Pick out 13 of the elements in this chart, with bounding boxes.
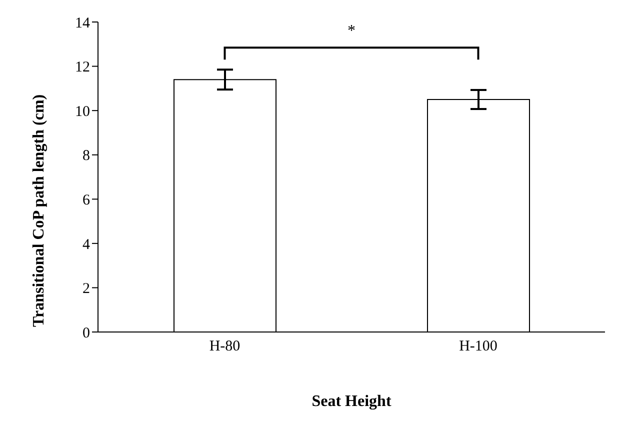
- y-tick-label: 14: [75, 15, 90, 32]
- y-tick-label: 2: [82, 281, 90, 298]
- annotation: *: [348, 22, 356, 40]
- y-tick-label: 6: [82, 192, 90, 208]
- x-tick-label: H-80: [209, 338, 240, 355]
- y-axis-title: Transitional CoP path length (cm): [30, 94, 48, 327]
- y-tick-label: 0: [82, 325, 90, 342]
- y-tick-label: 4: [82, 236, 90, 253]
- y-tick-label: 10: [75, 104, 90, 120]
- x-axis-title: Seat Height: [312, 393, 392, 410]
- y-tick-label: 8: [82, 148, 90, 164]
- y-tick-label: 12: [75, 60, 90, 76]
- x-tick-label: H-100: [459, 338, 498, 355]
